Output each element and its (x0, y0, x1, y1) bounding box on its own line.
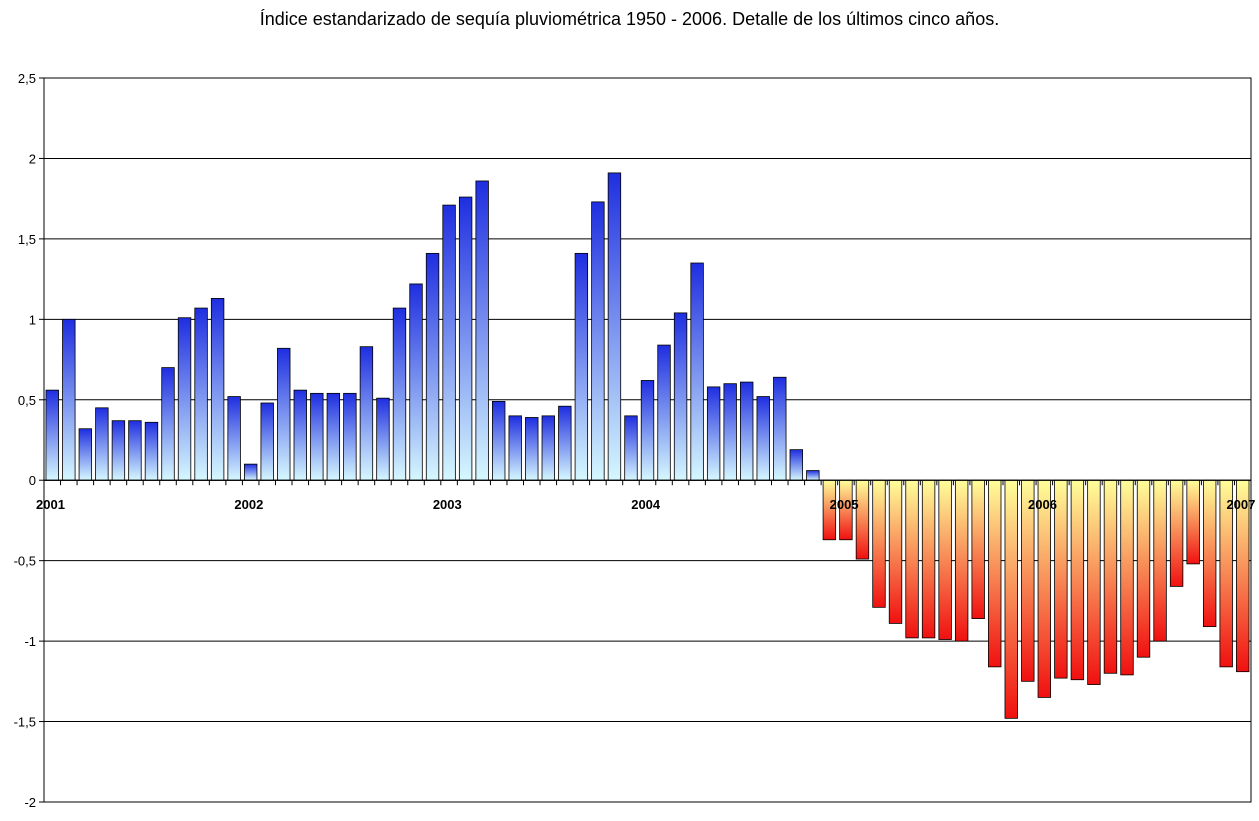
bar (525, 417, 539, 481)
bar (591, 201, 605, 481)
bar (277, 347, 291, 481)
y-tick-label: 0 (29, 473, 36, 488)
bar (657, 344, 671, 481)
bar (624, 415, 638, 481)
bar (128, 420, 142, 481)
x-tick-label: 2003 (433, 497, 462, 512)
bar (1202, 479, 1217, 628)
bar (773, 376, 787, 481)
bar (144, 421, 159, 481)
bar (293, 389, 307, 481)
bar (78, 428, 93, 481)
bar (971, 479, 985, 619)
x-tick-label: 2005 (830, 497, 859, 512)
bar (442, 204, 456, 481)
bar (227, 396, 241, 481)
bar (574, 252, 589, 481)
y-tick-label: -1 (24, 634, 36, 649)
bar (95, 407, 109, 481)
x-tick-label: 2002 (234, 497, 263, 512)
y-tick-label: 2 (29, 151, 36, 166)
bar (425, 252, 440, 481)
x-tick-label: 2007 (1226, 497, 1255, 512)
y-tick-label: 2,5 (18, 71, 36, 86)
bar (492, 400, 506, 481)
bar (954, 479, 969, 642)
bar (690, 262, 704, 481)
bar (376, 397, 390, 481)
bar (855, 479, 870, 560)
y-tick-label: -0,5 (14, 554, 36, 569)
bar (706, 386, 721, 481)
bar (458, 196, 473, 481)
bar (740, 381, 754, 481)
bar (558, 405, 572, 481)
bar (210, 298, 225, 481)
bar (62, 318, 76, 481)
bar (310, 392, 324, 481)
y-tick-label: -2 (24, 795, 36, 810)
bar (1103, 479, 1118, 674)
bar (541, 415, 555, 481)
chart-title: Índice estandarizado de sequía pluviomét… (259, 9, 1000, 29)
bar (938, 479, 952, 640)
bar (888, 479, 903, 624)
bar (872, 479, 886, 608)
bar (806, 470, 820, 481)
bars (45, 172, 1250, 719)
bar (1037, 479, 1052, 698)
bar (392, 307, 407, 481)
bar (921, 479, 936, 639)
bar (475, 180, 489, 481)
y-tick-label: 0,5 (18, 393, 36, 408)
bar (988, 479, 1002, 668)
bar (756, 396, 770, 481)
bar (161, 367, 175, 481)
bar (1136, 479, 1151, 658)
bar (45, 389, 59, 481)
bar (326, 392, 341, 481)
bar (607, 172, 622, 481)
bar (673, 312, 688, 481)
bar (789, 449, 803, 481)
plot-frame (43, 77, 1252, 803)
bar (1070, 479, 1085, 681)
bar (1004, 479, 1018, 719)
bar (243, 463, 258, 481)
bar (177, 317, 192, 481)
bar (1087, 479, 1101, 685)
x-tick-label: 2001 (36, 497, 65, 512)
bar (409, 283, 423, 481)
y-tick-label: 1,5 (18, 232, 36, 247)
bar (723, 383, 737, 481)
bar (1120, 479, 1134, 676)
bar (1169, 479, 1184, 587)
y-tick-label: 1 (29, 312, 36, 327)
bar (111, 420, 126, 481)
bar (1186, 479, 1200, 565)
bar (194, 307, 208, 481)
bar (1153, 479, 1167, 642)
bar (640, 380, 655, 481)
axes (39, 77, 1252, 803)
bar (343, 392, 357, 481)
bar (359, 346, 374, 481)
tick-labels: -2 -1,5 -1 -0,5 0 0,5 1 1,5 2 2,5 2001 2002 2003 2004… (14, 71, 1256, 810)
bar (508, 415, 522, 481)
y-tick-label: -1,5 (14, 715, 36, 730)
x-tick-label: 2006 (1028, 497, 1057, 512)
x-tick-label: 2004 (631, 497, 661, 512)
bar (905, 479, 919, 639)
bar (260, 402, 274, 481)
